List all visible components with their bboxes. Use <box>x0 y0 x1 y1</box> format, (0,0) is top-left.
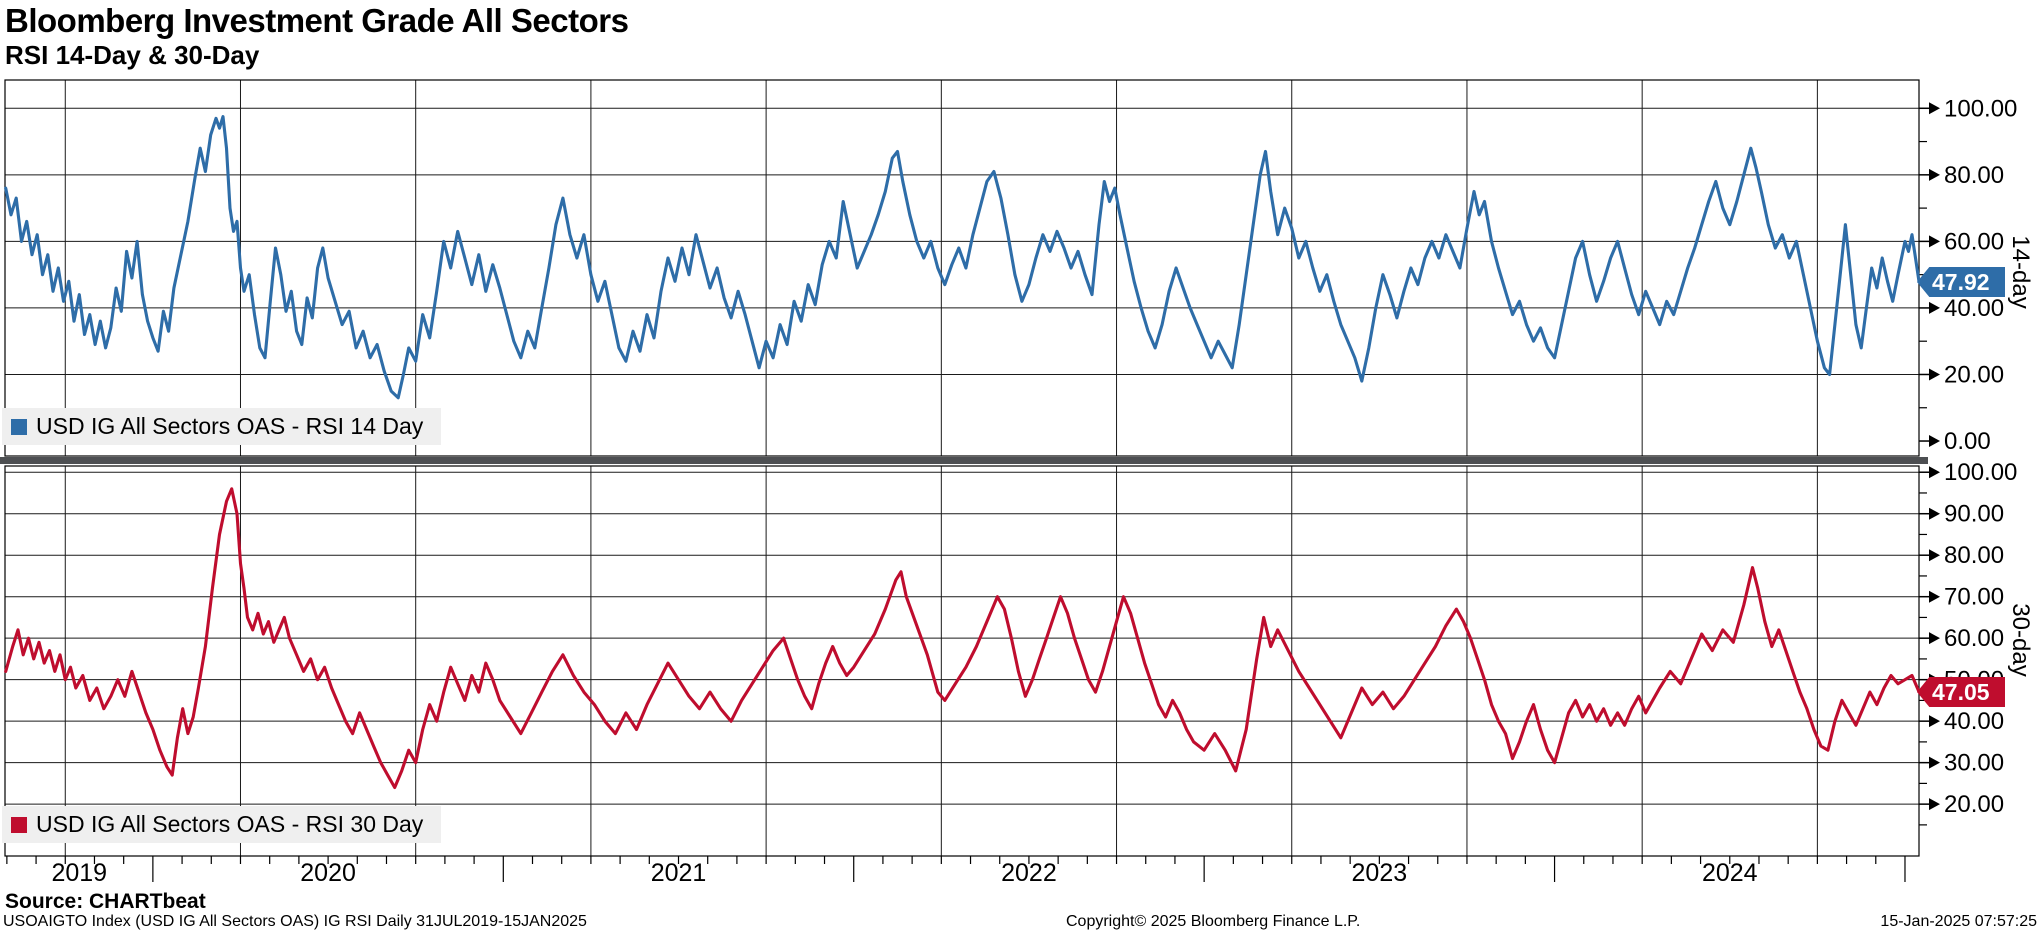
x-axis-year-label: 2023 <box>1352 859 1408 887</box>
y-tick-label: 40.00 <box>1944 295 2004 322</box>
x-axis-year-label: 2021 <box>651 859 707 887</box>
y-tick-label: 20.00 <box>1944 791 2004 818</box>
y-tick-label: 90.00 <box>1944 501 2004 528</box>
y-tick-arrow <box>1929 632 1940 645</box>
page-title: Bloomberg Investment Grade All Sectors <box>5 2 629 39</box>
y-tick-label: 40.00 <box>1944 708 2004 735</box>
footer-description: USOAIGTO Index (USD IG All Sectors OAS) … <box>3 913 587 930</box>
x-axis-year-label: 2020 <box>300 859 356 887</box>
right-axis-title-30-day: 30-day <box>2007 603 2034 677</box>
footer-timestamp: 15-Jan-2025 07:57:25 <box>1880 913 2037 930</box>
legend-label: USD IG All Sectors OAS - RSI 30 Day <box>36 811 424 837</box>
rsi-line-14-day <box>4 115 1921 400</box>
y-tick-arrow <box>1929 435 1940 448</box>
last-value-badge-14-day: 47.92 <box>1917 267 2005 297</box>
y-tick-arrow <box>1929 301 1940 314</box>
y-tick-arrow <box>1929 507 1940 520</box>
x-axis-year-label: 2022 <box>1001 859 1057 887</box>
panel-border <box>4 465 1920 857</box>
y-tick-arrow <box>1929 715 1940 728</box>
y-tick-label: 0.00 <box>1944 428 1991 455</box>
legend-swatch-red <box>11 816 27 833</box>
x-axis-year-label: 2024 <box>1702 859 1758 887</box>
y-tick-arrow <box>1929 466 1940 479</box>
rsi-line-30-day <box>4 487 1921 790</box>
chart-header: Bloomberg Investment Grade All Sectors R… <box>5 2 629 70</box>
y-tick-arrow <box>1929 368 1940 381</box>
y-tick-label: 30.00 <box>1944 750 2004 777</box>
panel-separator <box>0 457 1928 464</box>
y-tick-label: 80.00 <box>1944 162 2004 189</box>
y-tick-arrow <box>1929 549 1940 562</box>
y-tick-arrow <box>1929 168 1940 181</box>
y-tick-arrow <box>1929 798 1940 811</box>
legend-label: USD IG All Sectors OAS - RSI 14 Day <box>36 413 424 439</box>
y-tick-label: 20.00 <box>1944 361 2004 388</box>
y-tick-label: 80.00 <box>1944 542 2004 569</box>
panel-border <box>4 79 1920 457</box>
y-tick-arrow <box>1929 102 1940 115</box>
y-tick-label: 100.00 <box>1944 95 2017 122</box>
footer-source: Source: CHARTbeat <box>5 890 206 913</box>
y-tick-label: 70.00 <box>1944 584 2004 611</box>
y-tick-label: 60.00 <box>1944 625 2004 652</box>
footer-copyright: Copyright© 2025 Bloomberg Finance L.P. <box>1066 913 1361 930</box>
y-tick-arrow <box>1929 235 1940 248</box>
page-subtitle: RSI 14-Day & 30-Day <box>5 40 260 70</box>
legend-swatch-blue <box>11 418 27 435</box>
last-value-badge-30-day: 47.05 <box>1917 677 2005 707</box>
legend-rsi-30-day: USD IG All Sectors OAS - RSI 30 Day <box>2 806 442 843</box>
x-axis-year-label: 2019 <box>51 859 107 887</box>
y-tick-arrow <box>1929 756 1940 769</box>
y-tick-arrow <box>1929 590 1940 603</box>
y-tick-label: 60.00 <box>1944 228 2004 255</box>
right-axis-title-14-day: 14-day <box>2007 235 2034 309</box>
y-tick-label: 100.00 <box>1944 459 2017 486</box>
legend-rsi-14-day: USD IG All Sectors OAS - RSI 14 Day <box>2 408 442 445</box>
